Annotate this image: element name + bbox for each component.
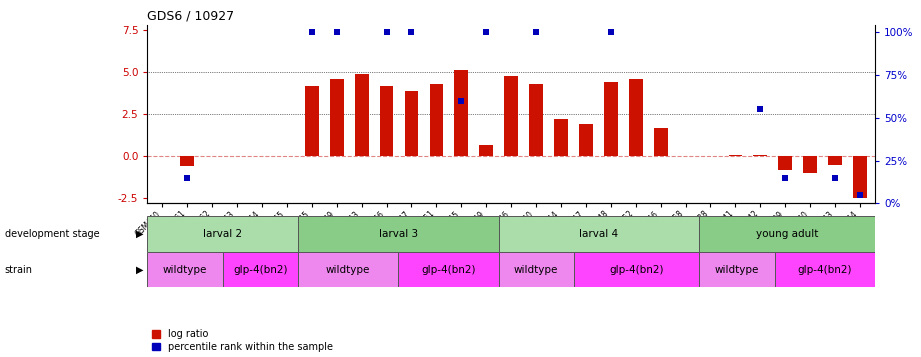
Bar xyxy=(574,252,699,287)
Bar xyxy=(498,252,574,287)
Text: development stage: development stage xyxy=(5,229,99,239)
Bar xyxy=(699,216,875,252)
Text: glp-4(bn2): glp-4(bn2) xyxy=(421,265,475,275)
Bar xyxy=(398,252,498,287)
Bar xyxy=(778,156,792,170)
Bar xyxy=(530,84,542,156)
Bar xyxy=(330,79,344,156)
Bar xyxy=(305,86,319,156)
Bar xyxy=(505,76,518,156)
Text: wildtype: wildtype xyxy=(514,265,558,275)
Bar xyxy=(654,128,668,156)
Bar xyxy=(480,145,493,156)
Bar xyxy=(297,216,498,252)
Text: larval 4: larval 4 xyxy=(579,229,619,239)
Text: larval 2: larval 2 xyxy=(203,229,242,239)
Bar xyxy=(579,124,593,156)
Bar xyxy=(803,156,817,173)
Text: wildtype: wildtype xyxy=(715,265,759,275)
Text: young adult: young adult xyxy=(756,229,819,239)
Text: wildtype: wildtype xyxy=(163,265,207,275)
Text: glp-4(bn2): glp-4(bn2) xyxy=(233,265,287,275)
Text: glp-4(bn2): glp-4(bn2) xyxy=(610,265,664,275)
Bar xyxy=(853,156,867,198)
Bar xyxy=(297,252,398,287)
Text: glp-4(bn2): glp-4(bn2) xyxy=(798,265,852,275)
Text: larval 3: larval 3 xyxy=(379,229,418,239)
Bar xyxy=(498,216,699,252)
Text: ▶: ▶ xyxy=(136,265,144,275)
Bar xyxy=(355,74,368,156)
Bar xyxy=(629,79,643,156)
Legend: log ratio, percentile rank within the sample: log ratio, percentile rank within the sa… xyxy=(152,329,332,352)
Bar xyxy=(454,70,468,156)
Bar xyxy=(147,252,223,287)
Text: wildtype: wildtype xyxy=(326,265,370,275)
Bar xyxy=(379,86,393,156)
Bar xyxy=(775,252,875,287)
Text: GDS6 / 10927: GDS6 / 10927 xyxy=(147,9,235,22)
Bar xyxy=(147,216,297,252)
Bar xyxy=(554,119,568,156)
Bar xyxy=(604,82,618,156)
Bar xyxy=(223,252,297,287)
Bar xyxy=(181,156,194,166)
Text: strain: strain xyxy=(5,265,32,275)
Bar xyxy=(404,91,418,156)
Bar xyxy=(753,155,767,156)
Bar xyxy=(429,84,443,156)
Bar xyxy=(828,156,842,165)
Text: ▶: ▶ xyxy=(136,229,144,239)
Bar xyxy=(699,252,775,287)
